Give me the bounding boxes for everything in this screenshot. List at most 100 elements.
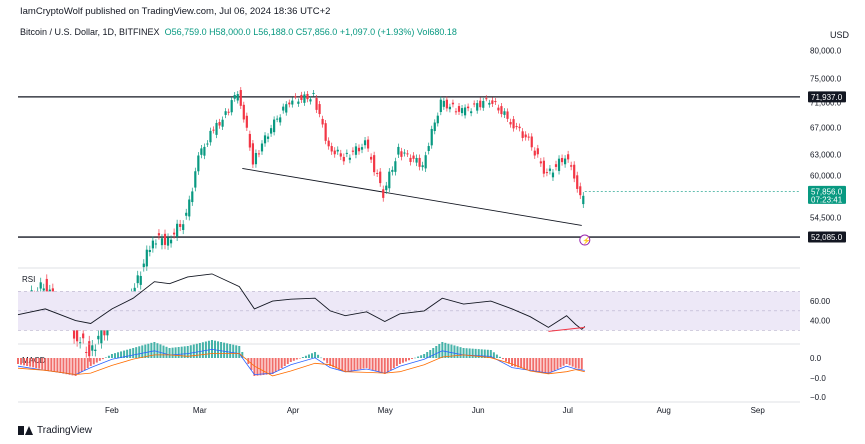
candle-body: [454, 111, 458, 113]
macd-histogram-bar: [580, 358, 583, 370]
macd-histogram-bar: [498, 356, 501, 358]
macd-histogram-bar: [504, 358, 507, 362]
macd-histogram-bar: [550, 358, 553, 373]
candle-body: [185, 212, 188, 216]
macd-histogram-bar: [544, 358, 547, 374]
macd-histogram-bar: [101, 358, 104, 360]
countdown-label: 07:23:41: [811, 195, 843, 204]
candle-body: [260, 143, 264, 152]
candle-body: [200, 148, 203, 155]
candle-body: [42, 288, 45, 291]
price-label-text: 57,856.0: [811, 187, 843, 196]
macd-histogram-bar: [177, 347, 180, 358]
symbol-name[interactable]: Bitcoin / U.S. Dollar, 1D, BITFINEX: [20, 27, 160, 37]
macd-histogram-bar: [314, 352, 317, 358]
candle-body: [366, 139, 370, 149]
macd-histogram-bar: [374, 358, 377, 371]
lightning-glyph: ⚡: [582, 236, 591, 245]
macd-histogram-bar: [168, 348, 171, 358]
macd-histogram-bar: [110, 354, 113, 358]
candle-body: [448, 106, 452, 110]
candle-body: [176, 223, 179, 237]
candle-body: [79, 342, 82, 344]
macd-histogram-bar: [38, 358, 41, 369]
time-tick-label: Sep: [751, 406, 766, 415]
macd-histogram-bar: [426, 352, 429, 358]
macd-histogram-bar: [538, 358, 541, 372]
candle-body: [394, 161, 397, 172]
legend-open: O56,759.0: [164, 27, 207, 37]
macd-histogram-bar: [529, 358, 532, 370]
macd-histogram-bar: [292, 358, 295, 361]
candle-body: [91, 345, 94, 351]
candle-body: [463, 107, 467, 116]
macd-histogram-bar: [377, 358, 380, 372]
candle-body: [485, 98, 488, 100]
candle-body: [179, 223, 182, 227]
macd-histogram-bar: [226, 343, 229, 358]
macd-histogram-bar: [20, 358, 23, 365]
candle-body: [482, 100, 485, 108]
tradingview-brand[interactable]: TradingView: [37, 425, 93, 436]
price-label-tag: [808, 185, 846, 204]
candle-body: [494, 101, 497, 103]
candle-body: [354, 146, 358, 155]
price-tick-label: 54,500.0: [810, 213, 842, 222]
candle-body: [72, 328, 76, 339]
macd-histogram-bar: [514, 358, 517, 367]
candle-body: [360, 147, 364, 150]
candle-body: [397, 146, 400, 155]
macd-histogram-bar: [480, 349, 483, 358]
macd-histogram-bar: [107, 355, 110, 358]
candle-body: [333, 150, 336, 155]
macd-histogram-bar: [408, 358, 410, 361]
candle-body: [363, 140, 367, 146]
candle-body: [330, 146, 333, 152]
macd-line: [17, 348, 585, 376]
candle-body: [421, 165, 424, 168]
candle-body: [497, 107, 500, 111]
candle-body: [188, 199, 191, 217]
candle-body: [467, 106, 470, 109]
macd-histogram-bar: [420, 355, 423, 358]
candle-body: [327, 140, 330, 147]
candle-body: [254, 152, 258, 165]
macd-histogram-bar: [344, 358, 347, 372]
candle-body: [151, 240, 154, 249]
macd-histogram-bar: [501, 358, 504, 360]
candle-body: [579, 186, 582, 196]
macd-histogram-bar: [335, 358, 338, 369]
candle-body: [157, 233, 161, 236]
candle-body: [82, 333, 85, 339]
macd-histogram-bar: [356, 358, 359, 370]
candle-body: [221, 119, 224, 127]
macd-histogram-bar: [29, 358, 32, 367]
candle-body: [45, 278, 48, 295]
macd-histogram-bar: [104, 357, 107, 358]
candle-body: [470, 111, 473, 114]
macd-histogram-bar: [332, 358, 335, 368]
macd-histogram-bar: [86, 358, 89, 368]
macd-histogram-bar: [556, 358, 559, 369]
macd-histogram-bar: [135, 347, 138, 358]
macd-histogram-bar: [423, 354, 426, 358]
candle-body: [291, 100, 294, 105]
macd-histogram-bar: [517, 358, 520, 368]
macd-histogram-bar: [383, 358, 386, 374]
candle-body: [548, 168, 552, 171]
macd-histogram-bar: [174, 347, 177, 358]
time-tick-label: Jun: [472, 406, 485, 415]
macd-histogram-bar: [511, 358, 514, 366]
candle-body: [339, 153, 342, 157]
candle-body: [233, 95, 236, 99]
macd-histogram-bar: [53, 358, 56, 372]
candle-body: [251, 143, 255, 165]
candle-body: [318, 104, 321, 115]
macd-histogram-bar: [371, 358, 374, 370]
macd-histogram-bar: [238, 346, 241, 358]
macd-histogram-bar: [562, 358, 565, 366]
currency-label[interactable]: USD: [829, 30, 849, 40]
candle-body: [527, 136, 530, 138]
macd-histogram-bar: [298, 358, 301, 359]
